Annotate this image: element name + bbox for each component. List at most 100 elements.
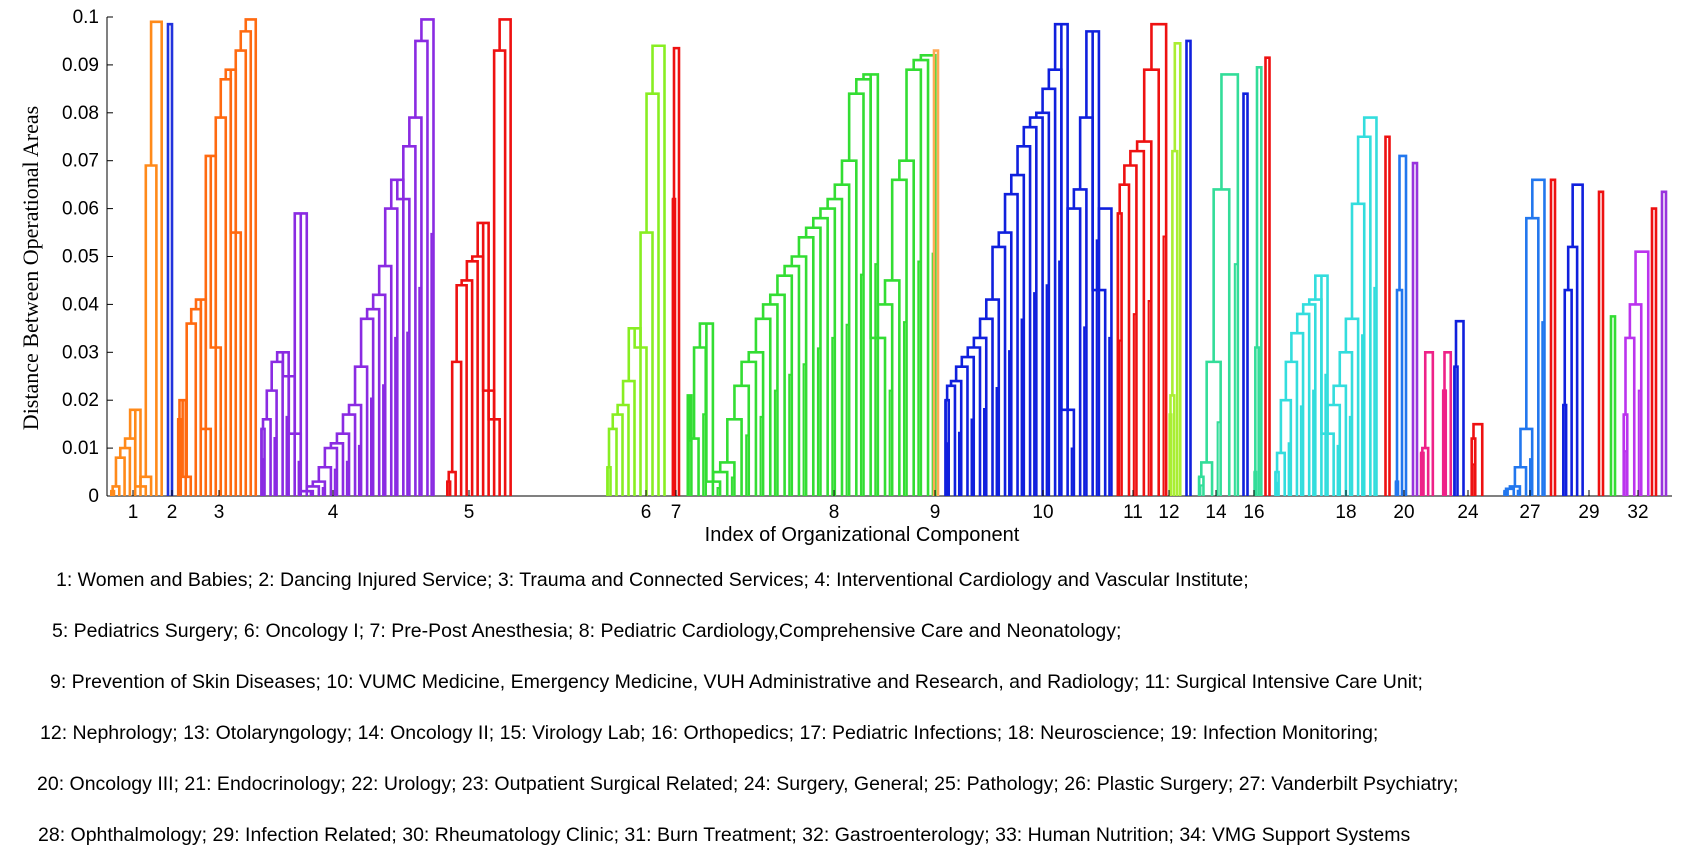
branch [1150,22,1168,496]
branch [672,46,681,496]
cluster-29 [1597,190,1605,496]
branch [1033,292,1037,496]
branch [1242,92,1249,496]
branch [369,397,374,496]
branch [1312,389,1316,496]
branch [759,415,764,496]
y-tick-label: 0.01 [62,438,99,459]
legend-line: 20: Oncology III; 21: Endocrinology; 22:… [37,773,1459,795]
branch [430,232,434,496]
branch [845,323,850,496]
cluster-22 [1419,351,1435,496]
cluster-25 [1470,422,1484,496]
x-tick-label: 29 [1578,502,1599,523]
y-axis: 0 0.01 0.02 0.03 0.04 0.05 0.06 0.07 0.08 0.09 0.1 [62,7,1672,507]
branch [1220,73,1240,496]
branch [1233,263,1238,496]
branch [831,336,835,496]
cluster-4 [260,18,435,496]
branch [1216,421,1221,496]
y-axis-title: Distance Between Operational Areas [18,106,43,430]
branch [1516,489,1520,496]
cluster-18 [1274,116,1378,496]
branch [333,468,337,496]
y-tick-label: 0.08 [62,103,99,124]
cluster-32 [1650,207,1658,496]
cluster-7 [671,46,681,496]
branch [321,487,325,496]
branch [773,389,778,496]
branch [394,336,398,496]
branch [1008,350,1012,496]
branch [745,434,749,496]
branch [1324,373,1328,496]
branch [1045,284,1049,496]
branch [273,437,277,496]
x-tick-label: 12 [1158,502,1179,523]
y-tick-label: 0.07 [62,151,99,172]
cluster-17 [1264,56,1271,496]
x-tick-label: 16 [1243,502,1264,523]
branch [309,492,313,496]
branch [730,476,735,496]
branch [888,389,893,496]
cluster-23 [1441,351,1453,496]
x-tick-label: 18 [1335,502,1356,523]
branch [166,22,174,496]
branch [144,164,158,496]
cluster-8 [686,54,937,496]
branch [1637,389,1642,496]
branch [702,413,706,496]
x-tick-label: 5 [464,502,475,523]
branch [1571,183,1584,496]
branch [1634,250,1650,496]
branch [859,273,864,496]
branch [1287,442,1291,496]
cluster-24 [1453,319,1465,496]
branch [1147,300,1152,496]
branch [1373,286,1377,496]
x-tick-label: 2 [167,502,178,523]
legend-line: 5: Pediatrics Surgery; 6: Oncology I; 7:… [52,620,1122,642]
branch [874,263,878,496]
branch [1173,42,1182,496]
branch [420,18,435,496]
dendrogram-branches [110,18,1668,496]
branch [1070,447,1074,496]
branch [1423,351,1435,496]
branch [995,386,999,496]
cluster-20 [1394,154,1408,496]
cluster-16 [1253,65,1263,496]
branch [1454,319,1465,496]
branch [406,331,410,496]
cluster-2 [166,22,174,496]
cluster-12 [1168,42,1182,496]
branch [957,431,962,496]
x-tick-label: 27 [1519,502,1540,523]
cluster-27 [1549,178,1557,496]
branch [970,418,974,496]
y-tick-label: 0.09 [62,55,99,76]
branch [185,322,198,496]
branch [418,286,422,496]
branch [1443,351,1453,496]
legend-line: 1: Women and Babies; 2: Dancing Injured … [56,569,1249,591]
branch [1255,65,1263,496]
x-tick-label: 6 [641,502,652,523]
cluster-3 [176,18,258,496]
branch [1541,321,1545,496]
branch [802,363,807,496]
cluster-31 [1622,250,1650,496]
branch [1549,178,1557,496]
x-tick-label: 10 [1032,502,1053,523]
legend-line: 12: Nephrology; 13: Otolaryngology; 14: … [40,722,1379,744]
branch [788,373,792,496]
cluster-33 [1660,190,1668,496]
y-tick-label: 0.03 [62,342,99,363]
branch [1108,336,1112,496]
branch [1531,178,1546,496]
branch [244,18,258,496]
cluster-10 [944,22,1113,496]
x-tick-label: 3 [214,502,225,523]
branch [1597,190,1605,496]
